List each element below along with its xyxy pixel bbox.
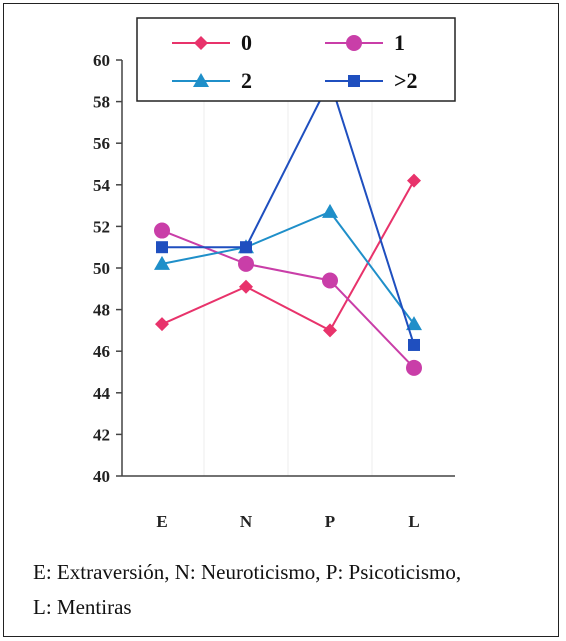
line-chart: 40 42 44 46 48 50 52 54 56 58 60 E N P L 0 1 2 >2 [93,17,456,531]
data-point [154,255,170,270]
legend-entry: 0 [172,30,252,55]
data-point [239,279,253,294]
x-tick-label: L [408,512,419,531]
x-tick-label: N [240,512,253,531]
legend-marker [346,35,362,51]
series-0 [155,173,421,338]
legend-entry: 2 [172,68,252,93]
legend-entry: 1 [325,30,405,55]
y-axis-ticks: 40 42 44 46 48 50 52 54 56 58 60 [93,51,122,486]
legend-entry: >2 [325,68,418,93]
x-tick-label: E [156,512,167,531]
data-point [323,323,337,338]
legend: 0 1 2 >2 [136,17,456,102]
legend-label: 1 [394,30,405,55]
y-tick-label: 50 [93,259,110,278]
data-point [322,272,338,289]
series-line [161,210,415,325]
legend-box [136,17,456,102]
data-point [156,241,168,254]
y-tick-label: 56 [93,134,110,153]
y-tick-label: 52 [93,217,110,236]
legend-marker [194,36,208,50]
data-point [408,338,420,351]
data-point [406,359,422,376]
y-tick-label: 60 [93,51,110,70]
vertical-gridlines [203,60,373,476]
series-layer [154,74,422,376]
figure-caption: E: Extraversión, N: Neuroticismo, P: Psi… [33,555,553,625]
y-tick-label: 54 [93,176,111,195]
x-tick-label: P [325,512,335,531]
data-point [154,222,170,239]
y-tick-label: 42 [93,425,110,444]
data-point [406,316,422,331]
data-point [240,241,252,254]
y-tick-label: 48 [93,301,110,320]
legend-label: 2 [241,68,252,93]
y-tick-label: 46 [93,342,110,361]
y-tick-label: 40 [93,467,110,486]
data-point [322,203,338,218]
data-point [238,255,254,272]
caption-line-1: E: Extraversión, N: Neuroticismo, P: Psi… [33,560,462,584]
series-line [162,78,415,346]
legend-label: >2 [394,68,418,93]
y-tick-label: 44 [93,384,111,403]
legend-label: 0 [241,30,252,55]
legend-marker [193,73,209,87]
data-point [407,173,421,188]
figure-frame [3,3,559,637]
series-line [161,180,415,332]
y-tick-label: 58 [93,93,110,112]
legend-marker [348,75,360,87]
data-point [155,317,169,332]
caption-line-2: L: Mentiras [33,595,132,619]
